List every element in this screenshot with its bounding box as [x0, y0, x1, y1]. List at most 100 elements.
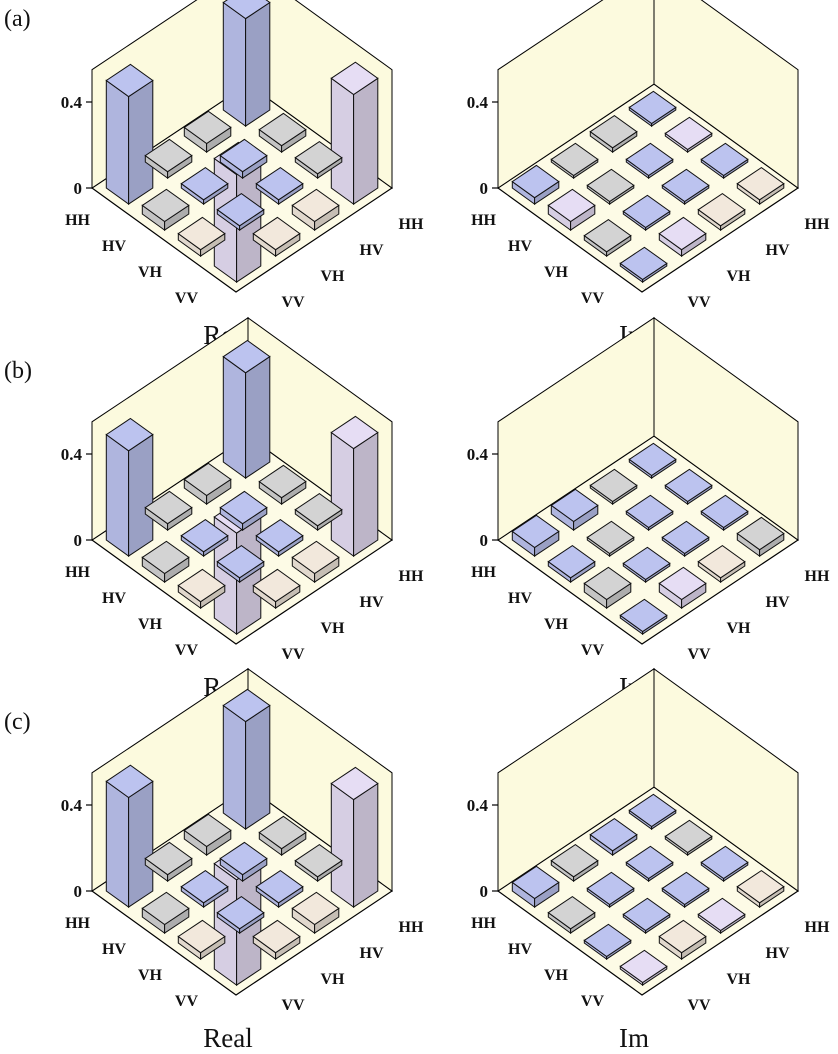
part-caption: Real: [203, 1023, 252, 1053]
chart-c-im: 0 0.4 HH HV VH VV HH HV VH VV Im: [467, 667, 830, 1053]
col-label: HV: [766, 945, 790, 962]
col-label: VH: [321, 268, 346, 285]
row-label: HH: [65, 564, 90, 581]
z-tick-label: 0.4: [467, 445, 489, 464]
bar-vv-vh: [252, 919, 301, 961]
bar-hh-hh: [222, 0, 271, 128]
bar-vh-vv: [177, 568, 226, 610]
bar-vv-vv: [619, 246, 668, 284]
bar-hv-hv: [219, 841, 268, 883]
row-label: HV: [508, 941, 532, 958]
col-label: VH: [727, 620, 752, 637]
row-label: HH: [65, 915, 90, 932]
col-label: VV: [688, 997, 712, 1014]
bar-hh-vh: [550, 488, 599, 532]
col-label: HV: [766, 242, 790, 259]
bar-vv-hh: [736, 516, 785, 558]
bar-hh-vv: [511, 865, 560, 909]
bar-hh-hh: [628, 442, 677, 480]
bar-hv-hv: [625, 142, 674, 180]
z-tick-label: 0.4: [467, 93, 489, 112]
col-label: VV: [688, 294, 712, 311]
bar-hv-hh: [258, 815, 307, 857]
bar-vv-hh: [736, 869, 785, 909]
bar-hh-hv: [589, 468, 638, 506]
bar-hh-hv: [589, 114, 638, 154]
col-label: VH: [321, 620, 346, 637]
row-label: VH: [138, 264, 163, 281]
bar-hv-hv: [625, 494, 674, 532]
row-label: VV: [581, 993, 605, 1010]
bar-vh-vh: [622, 546, 671, 584]
panel-label: (c): [4, 709, 31, 735]
bar-hh-vh: [144, 490, 193, 532]
bar-vv-vh: [252, 568, 301, 610]
bar-hv-hv: [625, 845, 674, 883]
bar-hh-vv: [105, 764, 154, 909]
col-label: VV: [688, 646, 712, 663]
bar-vv-vh: [658, 566, 707, 610]
z-tick-label: 0: [74, 531, 83, 550]
bar-vv-hv: [697, 897, 746, 935]
bar-vv-hh: [736, 166, 785, 206]
bar-hh-vv: [105, 417, 154, 558]
row-label: VV: [175, 993, 199, 1010]
row-label: HV: [102, 238, 126, 255]
bar-vh-vv: [583, 923, 632, 961]
bar-vh-hh: [700, 845, 749, 883]
bar-hv-vh: [586, 168, 635, 206]
row-label: HH: [471, 564, 496, 581]
z-tick-label: 0: [480, 531, 489, 550]
col-label: HV: [360, 242, 384, 259]
bar-vh-hv: [255, 518, 304, 558]
bar-vv-hv: [291, 540, 340, 584]
row-label: VV: [175, 290, 199, 307]
col-label: HH: [805, 568, 830, 585]
col-label: VH: [727, 971, 752, 988]
bar-vv-hv: [291, 188, 340, 232]
bar-vh-hv: [661, 168, 710, 206]
bar-hv-hh: [258, 464, 307, 506]
bar-hv-hh: [664, 468, 713, 506]
col-label: HH: [805, 216, 830, 233]
bar-hh-hv: [183, 813, 232, 857]
bar-hv-vh: [586, 871, 635, 909]
z-tick-label: 0.4: [467, 796, 489, 815]
back-wall-right: [653, 0, 799, 189]
bar-vv-hh: [330, 415, 379, 558]
bar-hv-hh: [664, 116, 713, 154]
bar-hh-vv: [511, 164, 560, 206]
row-label: VV: [581, 642, 605, 659]
z-tick-label: 0: [74, 882, 83, 901]
bar-vv-vh: [658, 919, 707, 961]
bar-hv-hh: [664, 819, 713, 857]
bar-vv-vv: [619, 949, 668, 987]
bar-hv-hh: [258, 112, 307, 154]
bar-vv-hh: [330, 766, 379, 909]
bar-hh-vh: [550, 843, 599, 883]
col-label: HV: [360, 945, 384, 962]
row-label: VV: [175, 642, 199, 659]
col-label: HH: [399, 568, 424, 585]
back-wall-left: [497, 0, 655, 189]
col-label: VH: [727, 268, 752, 285]
bar-hv-hv: [219, 490, 268, 532]
z-tick-label: 0: [480, 179, 489, 198]
bar-vh-vh: [622, 897, 671, 935]
bar-hv-vv: [547, 188, 596, 232]
part-caption: Im: [619, 1023, 649, 1053]
z-tick-label: 0.4: [61, 445, 83, 464]
row-label: HV: [102, 941, 126, 958]
bar-vh-hh: [700, 142, 749, 180]
bar-vh-hh: [294, 843, 343, 883]
bar-hv-hv: [219, 138, 268, 180]
bar-vv-vv: [619, 598, 668, 636]
panel-label: (b): [4, 358, 32, 384]
bar-hv-vh: [180, 518, 229, 558]
bar-hh-vv: [105, 63, 154, 206]
bar-vh-vv: [177, 919, 226, 961]
bar-hv-vh: [180, 166, 229, 206]
